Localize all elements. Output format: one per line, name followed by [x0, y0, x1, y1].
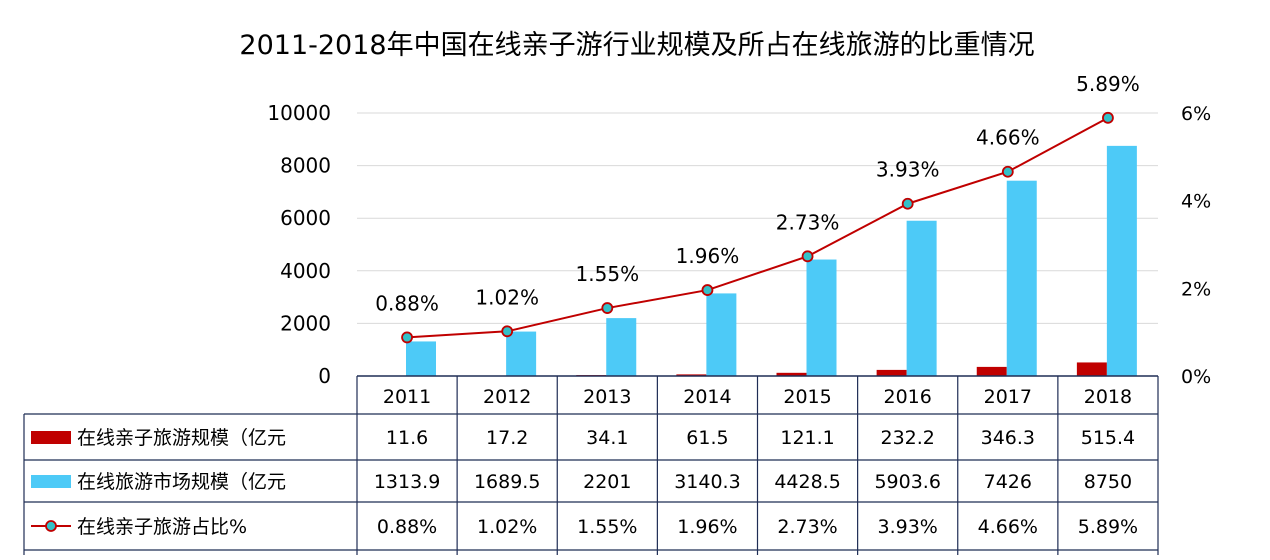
table-cell: 61.5 [686, 427, 728, 449]
line-point [501, 325, 514, 338]
table-cell: 3140.3 [674, 471, 740, 493]
right-axis: 0% 2% 4% 6% [1181, 103, 1211, 388]
bar-online-tourism-market-scale [806, 259, 837, 376]
bar-online-family-tourism-scale [876, 369, 907, 376]
table-cell: 3.93% [878, 516, 938, 538]
legend-label: 在线亲子旅游规模（亿元 [77, 427, 286, 449]
left-axis-tick-label: 10000 [267, 101, 331, 125]
line-point [901, 197, 914, 210]
x-axis-tick-label: 2011 [383, 386, 431, 408]
line-data-label: 5.89% [1076, 72, 1140, 96]
table-cell: 1313.9 [374, 471, 440, 493]
line-point [401, 331, 413, 344]
x-axis-tick-label: 2015 [783, 386, 831, 408]
bar-online-tourism-market-scale [606, 318, 637, 376]
left-axis-tick-label: 0 [318, 364, 331, 388]
table-cell: 2201 [583, 471, 631, 493]
legend-label: 在线亲子旅游占比% [77, 516, 247, 538]
bar-online-family-tourism-scale [676, 374, 707, 376]
line-point [701, 284, 714, 296]
table-cell: 346.3 [981, 427, 1035, 449]
x-axis-tick-label: 2013 [583, 386, 631, 408]
table-cell: 4428.5 [774, 471, 840, 493]
table-cell: 515.4 [1081, 427, 1135, 449]
table-cell: 5.89% [1078, 516, 1138, 538]
bar-online-tourism-market-scale [1006, 180, 1037, 376]
table-cell: 2.73% [777, 516, 837, 538]
left-axis-tick-label: 4000 [280, 259, 331, 283]
bar-online-tourism-market-scale [706, 293, 737, 376]
table-cell: 7426 [984, 471, 1032, 493]
table-cell: 5903.6 [874, 471, 940, 493]
line-point [1001, 165, 1014, 178]
line-data-label: 3.93% [876, 158, 940, 182]
bar-online-tourism-market-scale [406, 341, 436, 376]
x-axis-tick-label: 2017 [984, 386, 1032, 408]
x-axis-tick-label: 2012 [483, 386, 531, 408]
x-axis-tick-label: 2016 [884, 386, 932, 408]
bar-online-family-tourism-scale [976, 366, 1007, 376]
bar-online-family-tourism-scale [1076, 362, 1107, 376]
line-online-family-tourism-share [407, 116, 1109, 339]
line-point [801, 250, 814, 263]
table-cell: 17.2 [486, 427, 528, 449]
bar-online-tourism-market-scale [906, 220, 937, 376]
line-data-label: 4.66% [976, 126, 1040, 150]
table-cell: 4.66% [978, 516, 1038, 538]
legend-line-marker [45, 520, 57, 532]
x-axis-tick-label: 2014 [683, 386, 731, 408]
left-axis-tick-label: 8000 [280, 154, 331, 178]
bar-online-tourism-market-scale [1106, 145, 1137, 376]
table-cell: 1.96% [677, 516, 737, 538]
left-axis: 0 2000 4000 6000 8000 10000 [267, 101, 331, 388]
table-cell: 0.88% [377, 516, 437, 538]
right-axis-tick-label: 0% [1181, 366, 1211, 388]
table-cell: 8750 [1084, 471, 1132, 493]
left-axis-tick-label: 6000 [280, 206, 331, 230]
line-data-label: 2.73% [776, 210, 840, 234]
bar-online-family-tourism-scale [776, 372, 807, 376]
data-table: 2011 2012 2013 2014 2015 2016 2017 2018 在线亲子旅游规模… [23, 375, 1159, 555]
legend-red-bar-swatch [31, 431, 71, 444]
right-axis-tick-label: 2% [1181, 278, 1211, 300]
line-point [601, 302, 614, 314]
table-cell: 121.1 [780, 427, 834, 449]
x-axis-tick-label: 2018 [1084, 386, 1132, 408]
bars [376, 145, 1137, 377]
right-axis-tick-label: 4% [1181, 191, 1211, 213]
line-data-label: 1.55% [576, 262, 640, 286]
legend-label: 在线旅游市场规模（亿元 [77, 471, 286, 493]
table-cell: 11.6 [386, 427, 428, 449]
table-cell: 1.02% [477, 516, 537, 538]
bar-online-tourism-market-scale [506, 331, 537, 376]
table-cell: 232.2 [880, 427, 934, 449]
line-point [1102, 111, 1114, 124]
table-cell: 34.1 [586, 427, 628, 449]
table-cell: 1.55% [577, 516, 637, 538]
left-axis-tick-label: 2000 [280, 311, 331, 335]
table-cell: 1689.5 [474, 471, 540, 493]
line-series: 0.88% 1.02% 1.55% 1.96% 2.73% 3.93% 4.66% 5.89% [375, 72, 1140, 344]
legend-blue-bar-swatch [31, 475, 71, 488]
right-axis-tick-label: 6% [1181, 103, 1211, 125]
chart-title: 2011-2018年中国在线亲子游行业规模及所占在线旅游的比重情况 [239, 30, 1034, 61]
line-data-label: 1.02% [475, 285, 539, 309]
line-data-label: 1.96% [676, 244, 740, 268]
line-data-label: 0.88% [375, 291, 439, 315]
